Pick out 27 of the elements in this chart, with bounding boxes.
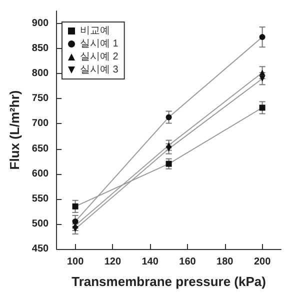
y-tick-label: 750 — [32, 93, 50, 104]
legend-label: 실시예 2 — [80, 52, 119, 62]
x-tick-label: 180 — [216, 256, 234, 268]
point — [259, 34, 266, 40]
y-tick-label: 800 — [32, 68, 50, 80]
point — [72, 203, 78, 210]
x-axis-title: Transmembrane pressure (kPa) — [72, 274, 266, 289]
y-tick-label: 450 — [32, 244, 50, 254]
legend-label: 비교예 — [80, 26, 110, 36]
y-tick-label: 700 — [32, 118, 50, 130]
y-tick-label: 500 — [32, 218, 50, 230]
y-tick-label: 850 — [32, 43, 50, 54]
legend-label: 실시예 3 — [80, 64, 119, 76]
y-tick-label: 650 — [32, 143, 50, 154]
x-tick-label: 120 — [104, 256, 122, 268]
y-axis-title: Flux (L/m²hr) — [7, 90, 22, 170]
y-tick-label: 600 — [32, 168, 50, 180]
x-tick-label: 160 — [179, 256, 196, 268]
point — [166, 160, 172, 167]
legend-label: 실시예 1 — [80, 38, 119, 50]
y-tick-label: 550 — [32, 193, 50, 204]
point — [259, 104, 266, 111]
x-tick-label: 100 — [66, 256, 84, 268]
x-tick-label: 140 — [142, 256, 159, 268]
y-tick-label: 900 — [32, 18, 50, 30]
point — [166, 114, 172, 120]
x-tick-label: 200 — [254, 256, 272, 268]
